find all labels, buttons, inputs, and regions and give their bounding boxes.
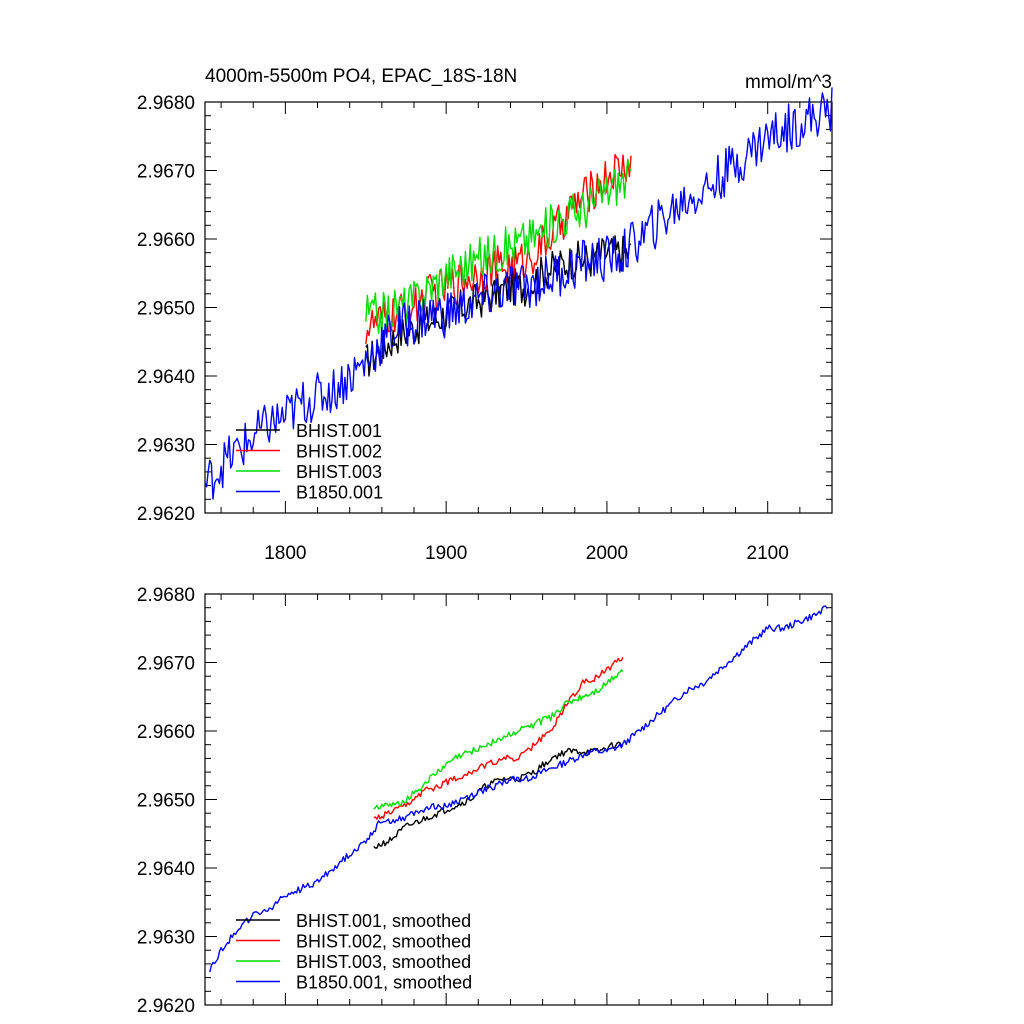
top-series-lines [204, 87, 833, 500]
top-panel-units: mmol/m^3 [745, 72, 832, 93]
series-line-bhist-003 [365, 158, 632, 336]
legend-label: BHIST.003, smoothed [296, 952, 471, 972]
top-x-axis-labels: 1800 1900 2000 2100 [264, 543, 789, 564]
y-tick-label: 2.9630 [137, 436, 195, 457]
y-tick-label: 2.9660 [137, 722, 195, 743]
bottom-panel: 2.9620 2.9630 2.9640 2.9650 2.9660 2.9670 2.96… [137, 585, 833, 1017]
top-panel-title: 4000m-5500m PO4, EPAC_18S-18N [205, 66, 517, 87]
series-line-bhist-002 [373, 657, 624, 820]
legend-label: B1850.001, smoothed [296, 973, 472, 993]
bottom-axis-ticks [205, 593, 833, 1006]
series-line-b1850-001 [209, 605, 828, 973]
y-tick-label: 2.9670 [137, 162, 195, 183]
top-y-axis-labels: 2.9620 2.9630 2.9640 2.9650 2.9660 2.9670 2.96… [137, 93, 195, 525]
y-tick-label: 2.9650 [137, 299, 195, 320]
legend-label: BHIST.002 [296, 442, 382, 462]
legend-label: BHIST.003 [296, 462, 382, 482]
legend-label: BHIST.001, smoothed [296, 911, 471, 931]
y-tick-label: 2.9650 [137, 791, 195, 812]
top-axis-ticks [205, 101, 833, 514]
x-tick-label: 2000 [586, 543, 628, 564]
legend-label: B1850.001 [296, 483, 383, 503]
y-tick-label: 2.9670 [137, 654, 195, 675]
series-line-bhist-001 [373, 741, 624, 849]
y-tick-label: 2.9640 [137, 367, 195, 388]
x-tick-label: 2100 [747, 543, 789, 564]
y-tick-label: 2.9630 [137, 928, 195, 949]
series-line-b1850-001 [204, 87, 833, 500]
top-panel: 4000m-5500m PO4, EPAC_18S-18N mmol/m^3 2… [137, 66, 833, 564]
legend-label: BHIST.002, smoothed [296, 932, 471, 952]
x-tick-label: 1900 [425, 543, 467, 564]
legend-label: BHIST.001 [296, 421, 382, 441]
y-tick-label: 2.9620 [137, 996, 195, 1017]
bottom-series-lines [209, 605, 828, 973]
y-tick-label: 2.9660 [137, 230, 195, 251]
y-tick-label: 2.9680 [137, 585, 195, 606]
series-line-bhist-003 [373, 669, 624, 810]
y-tick-label: 2.9640 [137, 859, 195, 880]
y-tick-label: 2.9620 [137, 504, 195, 525]
y-tick-label: 2.9680 [137, 93, 195, 114]
bottom-y-axis-labels: 2.9620 2.9630 2.9640 2.9650 2.9660 2.9670 2.96… [137, 585, 195, 1017]
x-tick-label: 1800 [264, 543, 306, 564]
